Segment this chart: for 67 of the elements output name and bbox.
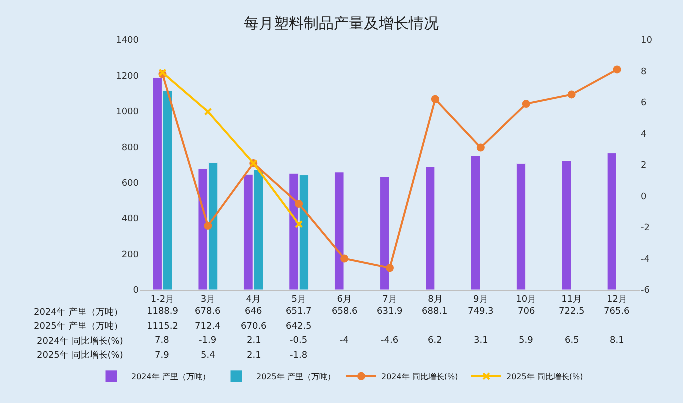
data-label: -4 xyxy=(340,336,350,346)
data-label: 8.1 xyxy=(610,336,624,346)
x-tick-label: 12月 xyxy=(607,294,628,305)
y2-tick-label: -6 xyxy=(641,286,650,296)
x-tick-label: 8月 xyxy=(428,294,443,305)
y-tick-label: 400 xyxy=(122,214,140,225)
data-label: -0.5 xyxy=(290,336,308,346)
data-label: 2.1 xyxy=(247,336,262,346)
data-label: 6.2 xyxy=(428,336,442,346)
data-label: 631.9 xyxy=(377,307,404,317)
data-label: 712.4 xyxy=(195,322,222,332)
y-tick-label: 0 xyxy=(133,286,140,296)
data-label: 5.9 xyxy=(519,336,534,346)
legend-label: 2024年 同比增长(%) xyxy=(382,372,458,382)
x-tick-label: 5月 xyxy=(292,294,306,305)
data-label: 706 xyxy=(518,307,536,317)
data-label: -1.9 xyxy=(199,336,217,346)
data-label: -1.8 xyxy=(290,351,308,361)
data-label: 651.7 xyxy=(286,307,312,317)
data-label: 658.6 xyxy=(332,307,358,317)
y2-tick-label: -4 xyxy=(641,254,650,265)
data-label: 7.9 xyxy=(155,351,170,361)
x-tick-label: 11月 xyxy=(562,294,582,305)
legend-label: 2025年 产里（万吨） xyxy=(256,372,336,382)
data-label: 670.6 xyxy=(241,322,268,332)
y-tick-label: 600 xyxy=(122,179,140,190)
x-tick-label: 6月 xyxy=(337,294,352,305)
y2-tick-label: 0 xyxy=(641,192,647,202)
y2-tick-label: -2 xyxy=(641,224,650,234)
data-label: 646 xyxy=(245,307,262,317)
y2-tick-label: 4 xyxy=(641,130,647,140)
data-label: 688.1 xyxy=(422,307,448,317)
y-tick-label: 1200 xyxy=(116,72,140,82)
chart-title: 每月塑料制品产量及增长情况 xyxy=(244,14,439,33)
text: 2024年 产里（万吨） xyxy=(34,308,123,318)
data-label: 678.6 xyxy=(195,307,222,317)
y-tick-label: 1400 xyxy=(116,36,140,46)
data-label: 6.5 xyxy=(565,336,580,346)
legend-label: 2024年 产里（万吨） xyxy=(132,372,210,382)
y2-tick-label: 8 xyxy=(641,67,647,78)
x-tick-label: 1-2月 xyxy=(150,294,175,305)
y-tick-label: 1000 xyxy=(116,108,140,118)
y2-tick-label: 2 xyxy=(641,161,647,172)
text: 2025年 产里（万吨） xyxy=(34,322,123,332)
x-tick-label: 4月 xyxy=(246,294,262,305)
y-tick-label: 200 xyxy=(122,250,140,260)
data-label: 765.6 xyxy=(604,307,630,317)
legend-label: 2025年 同比增长(%) xyxy=(506,372,584,382)
data-label: 749.3 xyxy=(468,307,494,317)
text: 2024年 同比增长(%) xyxy=(37,337,124,347)
x-tick-label: 9月 xyxy=(474,294,488,305)
y2-tick-label: 10 xyxy=(641,36,653,46)
x-tick-label: 7月 xyxy=(382,294,398,305)
data-label: 1115.2 xyxy=(147,322,178,332)
x-tick-label: 3月 xyxy=(200,294,216,305)
y2-tick-label: 6 xyxy=(641,98,647,109)
text: 2025年 同比增长(%) xyxy=(37,351,124,361)
y-tick-label: 800 xyxy=(122,143,140,154)
data-label: 5.4 xyxy=(201,351,216,361)
data-label: 1188.9 xyxy=(147,307,179,317)
data-label: 3.1 xyxy=(474,336,488,346)
data-label: -4.6 xyxy=(381,336,399,346)
data-label: 7.8 xyxy=(155,336,170,346)
data-label: 2.1 xyxy=(247,351,262,361)
x-tick-label: 10月 xyxy=(516,294,537,305)
data-label: 642.5 xyxy=(286,322,312,332)
data-label: 722.5 xyxy=(559,307,585,317)
